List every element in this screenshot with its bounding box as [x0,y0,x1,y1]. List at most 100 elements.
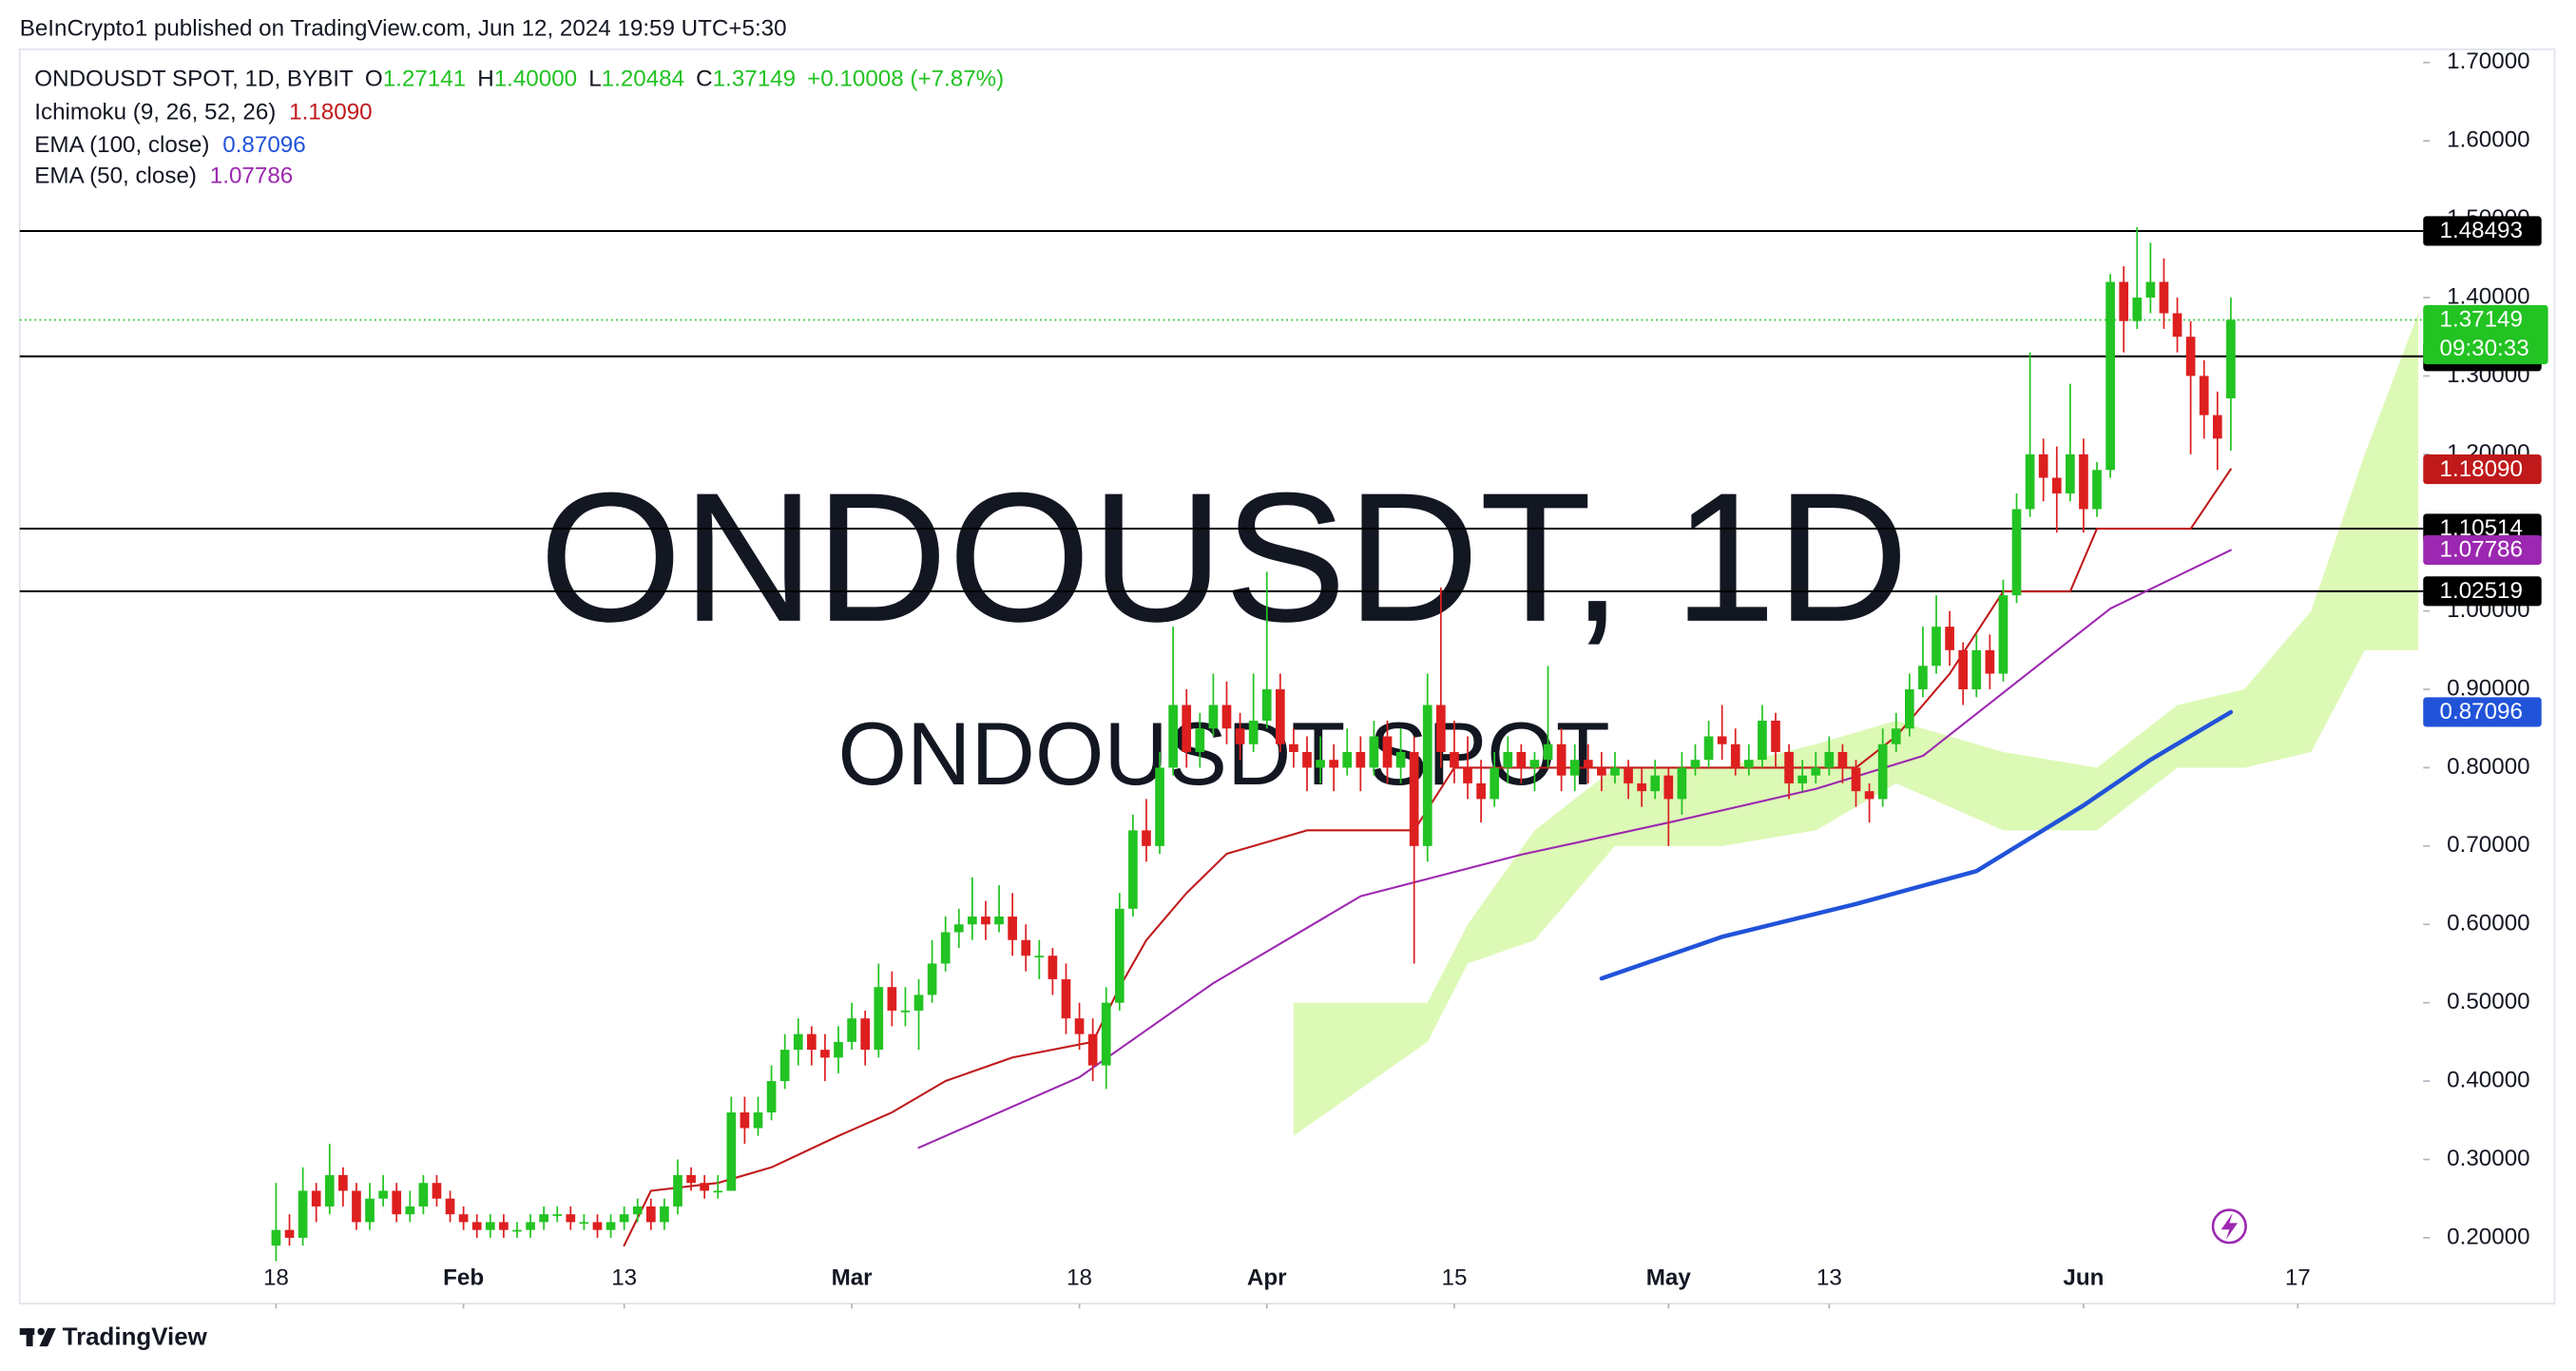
watermark: ONDOUSDT, 1D [539,455,1909,661]
candle-body [1985,649,1995,674]
legend-value: 0.87096 [222,132,305,158]
candle-body [660,1206,669,1223]
change: +0.10008 (+7.87%) [807,67,1004,92]
candle-body [1074,1018,1085,1034]
candle-body [1569,760,1580,776]
candle-body [432,1183,442,1199]
candle-body [2185,337,2196,377]
candle-body [1637,782,1646,792]
candle-body [1155,767,1164,846]
candle-body [1877,743,1888,800]
candle-body [284,1229,295,1238]
ohlc-letter: O [365,67,383,92]
candle-body [298,1190,308,1238]
candle-body [953,924,964,933]
candle-body [807,1033,817,1051]
candle-body [1971,649,1982,690]
candle-body [392,1190,402,1215]
candle-body [700,1183,710,1191]
x-tick-label: 18 [1067,1265,1092,1291]
candle-body [1101,1002,1111,1066]
candle-body [673,1174,682,1207]
candle-body [1503,751,1513,768]
level-label-box [2423,216,2542,246]
candle-body [1758,720,1767,761]
candle-body [1395,751,1406,768]
legend-value: 1.18090 [289,100,372,126]
candle-body [2172,313,2182,338]
candle-body [1450,751,1459,768]
candle-body [2025,454,2035,510]
y-tick-label: 0.40000 [2447,1067,2529,1092]
y-tick-label: 0.50000 [2447,989,2529,1014]
candle-body [2066,454,2075,494]
level-label-box [2423,576,2542,607]
candle-body [1663,775,1674,800]
candle-body [1142,830,1151,846]
candle-body [606,1222,616,1230]
candle-body [2011,509,2022,596]
candle-body [981,917,990,925]
candle-body [1998,595,2009,674]
x-tick-label: 15 [1441,1265,1467,1291]
y-tick-label: 1.60000 [2447,127,2529,153]
candle-body [1182,705,1192,752]
legend: ONDOUSDT SPOT, 1D, BYBIT O1.27141 H1.40000… [34,67,1004,189]
candle-body [499,1222,509,1230]
candle-body [471,1222,482,1230]
candle-body [579,1222,589,1225]
candle-body [526,1222,535,1230]
chart-frame [18,48,2556,1304]
symbol: ONDOUSDT SPOT, 1D, BYBIT [34,67,354,92]
candle-body [1703,736,1714,761]
candle-body [378,1190,388,1199]
candle-body [2038,454,2048,478]
candle-body [1275,689,1285,744]
ichimoku-cloud [1293,313,2419,1136]
candle-body [539,1214,548,1223]
candle-body [1610,767,1620,776]
last-price-box [2423,304,2548,365]
candle-body [1208,705,1219,729]
candle-body [512,1229,522,1232]
level-label: 1.48493 [2440,218,2523,243]
candle-body [740,1112,750,1129]
candle-body [1355,751,1366,768]
indicator-label-box [2423,454,2542,485]
candle-body [2092,470,2102,510]
legend-name: EMA (100, close) [34,132,209,158]
legend-entry: EMA (100, close) 0.87096 [34,132,305,158]
candle-body [1048,956,1058,979]
ohlc-letter: H [477,67,493,92]
x-tick-label: 13 [611,1265,637,1291]
candle-body [2105,281,2115,471]
candle-body [713,1190,723,1193]
candle-body [726,1112,737,1191]
legend-entry: Ichimoku (9, 26, 52, 26) 1.18090 [34,100,372,126]
candle-body [1235,728,1245,744]
indicator-label-box [2423,534,2542,566]
candle-body [271,1229,281,1246]
candle-body [1034,956,1045,957]
y-tick-label: 0.20000 [2447,1224,2529,1249]
candle-body [445,1198,455,1215]
candle-body [1516,751,1527,768]
candle-body [2159,281,2169,314]
candle-body [887,987,897,1011]
candle-body [1221,705,1232,729]
candle-body [1329,760,1339,768]
x-tick-label: Jun [2063,1265,2104,1291]
indicator-label: 1.07786 [2440,537,2523,563]
candle-body [1851,767,1861,792]
candle-body [686,1174,696,1184]
candle-body [1021,939,1031,956]
candle-body [1784,751,1794,783]
candle-body [1543,743,1553,761]
candle-body [338,1174,348,1191]
candle-body [1677,767,1687,800]
candle-body [1690,760,1701,768]
candle-body [913,994,924,1011]
candle-body [1837,751,1848,768]
candle-body [834,1041,843,1058]
candle-body [645,1206,656,1223]
